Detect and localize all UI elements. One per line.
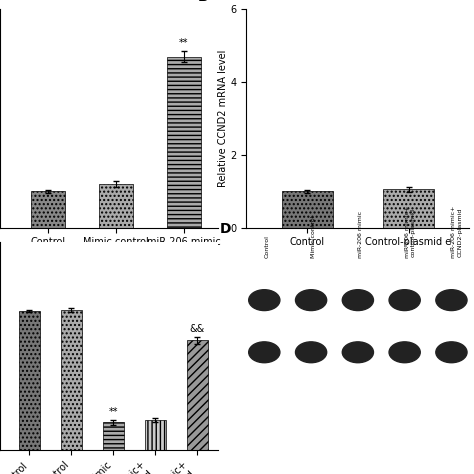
Ellipse shape bbox=[249, 290, 280, 310]
Bar bbox=[282, 191, 333, 228]
Ellipse shape bbox=[389, 342, 420, 363]
Bar bbox=[103, 422, 124, 450]
Text: **: ** bbox=[109, 407, 118, 417]
Ellipse shape bbox=[342, 290, 374, 310]
Bar bbox=[31, 191, 65, 228]
Ellipse shape bbox=[389, 290, 420, 310]
Bar bbox=[61, 310, 82, 450]
Ellipse shape bbox=[249, 342, 280, 363]
Bar bbox=[167, 57, 201, 228]
Text: miR-206 mimic: miR-206 mimic bbox=[358, 211, 363, 258]
Text: D: D bbox=[220, 222, 231, 237]
Text: Control: Control bbox=[264, 236, 269, 258]
Bar bbox=[99, 184, 133, 228]
Bar bbox=[19, 311, 40, 450]
Text: Mimic control: Mimic control bbox=[311, 216, 316, 258]
Ellipse shape bbox=[436, 290, 467, 310]
Bar bbox=[145, 419, 165, 450]
Text: miR-206 mimic+
control-plasmid: miR-206 mimic+ control-plasmid bbox=[405, 206, 415, 258]
Text: B: B bbox=[198, 0, 208, 4]
Ellipse shape bbox=[295, 342, 327, 363]
Ellipse shape bbox=[342, 342, 374, 363]
Bar bbox=[187, 340, 208, 450]
Text: **: ** bbox=[179, 37, 189, 48]
Ellipse shape bbox=[295, 290, 327, 310]
Bar bbox=[383, 190, 434, 228]
Y-axis label: Relative CCND2 mRNA level: Relative CCND2 mRNA level bbox=[218, 50, 228, 187]
Text: &&: && bbox=[190, 324, 205, 334]
Ellipse shape bbox=[436, 342, 467, 363]
Text: miR-206 mimic+
CCND2-plasmid: miR-206 mimic+ CCND2-plasmid bbox=[451, 206, 462, 258]
